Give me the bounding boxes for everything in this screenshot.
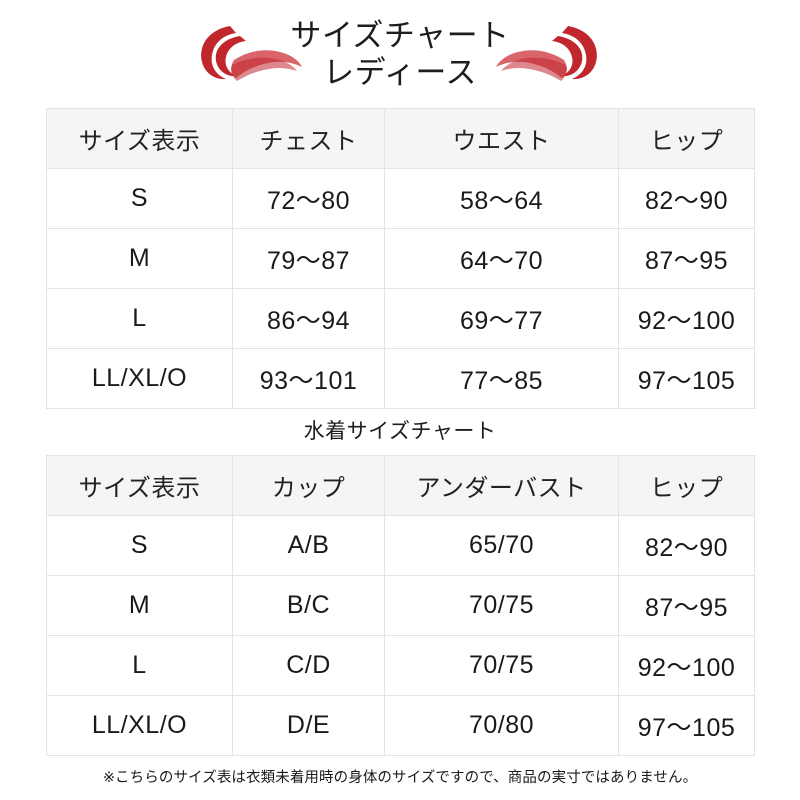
- cell-hip: 82〜90: [618, 515, 755, 576]
- body-size-table-wrap: サイズ表示 チェスト ウエスト ヒップ S 72〜80 58〜64 82〜90 …: [46, 108, 755, 409]
- page-title-line-2: レディース: [323, 54, 477, 90]
- table-header-row: サイズ表示 チェスト ウエスト ヒップ: [46, 108, 755, 169]
- cell-underbust: 70/80: [384, 695, 619, 756]
- table-row: S A/B 65/70 82〜90: [46, 515, 755, 576]
- page-title-line-1: サイズチャート: [290, 18, 510, 53]
- cell-hip: 92〜100: [618, 635, 755, 696]
- cell-chest: 79〜87: [232, 228, 385, 289]
- cell-underbust: 70/75: [384, 635, 619, 696]
- cell-cup: A/B: [232, 515, 385, 576]
- table-row: LL/XL/O D/E 70/80 97〜105: [46, 695, 755, 756]
- cell-size: S: [46, 168, 233, 229]
- col-header-cup: カップ: [232, 455, 385, 516]
- footnote-text: ※こちらのサイズ表は衣類未着用時の身体のサイズですので、商品の実寸ではありません…: [102, 770, 698, 786]
- col-header-hip: ヒップ: [618, 455, 755, 516]
- cell-size: LL/XL/O: [46, 695, 233, 756]
- cell-underbust: 70/75: [384, 575, 619, 636]
- cell-chest: 72〜80: [232, 168, 385, 229]
- cell-waist: 77〜85: [384, 348, 619, 409]
- swimwear-size-table: サイズ表示 カップ アンダーバスト ヒップ S A/B 65/70 82〜90 …: [46, 455, 755, 756]
- col-header-waist: ウエスト: [384, 108, 619, 169]
- cell-waist: 64〜70: [384, 228, 619, 289]
- col-header-hip: ヒップ: [618, 108, 755, 169]
- table-row: L C/D 70/75 92〜100: [46, 635, 755, 696]
- cell-hip: 82〜90: [618, 168, 755, 229]
- cell-cup: B/C: [232, 575, 385, 636]
- cell-size: S: [46, 515, 233, 576]
- col-header-size: サイズ表示: [46, 108, 233, 169]
- cell-size: LL/XL/O: [46, 348, 233, 409]
- table-row: S 72〜80 58〜64 82〜90: [46, 168, 755, 229]
- cell-hip: 92〜100: [618, 288, 755, 349]
- cell-waist: 58〜64: [384, 168, 619, 229]
- col-header-size: サイズ表示: [46, 455, 233, 516]
- cell-size: M: [46, 575, 233, 636]
- cell-size: M: [46, 228, 233, 289]
- cell-hip: 97〜105: [618, 348, 755, 409]
- page-title: サイズチャート レディース: [290, 18, 509, 91]
- table-row: M B/C 70/75 87〜95: [46, 575, 755, 636]
- cell-size: L: [46, 288, 233, 349]
- cell-hip: 87〜95: [618, 575, 755, 636]
- cell-waist: 69〜77: [384, 288, 619, 349]
- cell-hip: 97〜105: [618, 695, 755, 756]
- table-header-row: サイズ表示 カップ アンダーバスト ヒップ: [46, 455, 755, 516]
- swirl-ornament-left-icon: [196, 22, 306, 84]
- table-row: M 79〜87 64〜70 87〜95: [46, 228, 755, 289]
- body-size-table: サイズ表示 チェスト ウエスト ヒップ S 72〜80 58〜64 82〜90 …: [46, 108, 755, 409]
- cell-chest: 93〜101: [232, 348, 385, 409]
- table-row: L 86〜94 69〜77 92〜100: [46, 288, 755, 349]
- table-row: LL/XL/O 93〜101 77〜85 97〜105: [46, 348, 755, 409]
- cell-cup: D/E: [232, 695, 385, 756]
- cell-cup: C/D: [232, 635, 385, 696]
- title-block: サイズチャート レディース: [0, 0, 800, 108]
- swimwear-size-table-wrap: サイズ表示 カップ アンダーバスト ヒップ S A/B 65/70 82〜90 …: [46, 455, 755, 756]
- cell-hip: 87〜95: [618, 228, 755, 289]
- cell-chest: 86〜94: [232, 288, 385, 349]
- col-header-underbust: アンダーバスト: [384, 455, 619, 516]
- swimwear-section-heading: 水着サイズチャート: [303, 420, 497, 443]
- cell-underbust: 65/70: [384, 515, 619, 576]
- swirl-ornament-right-icon: [492, 22, 602, 84]
- cell-size: L: [46, 635, 233, 696]
- col-header-chest: チェスト: [232, 108, 385, 169]
